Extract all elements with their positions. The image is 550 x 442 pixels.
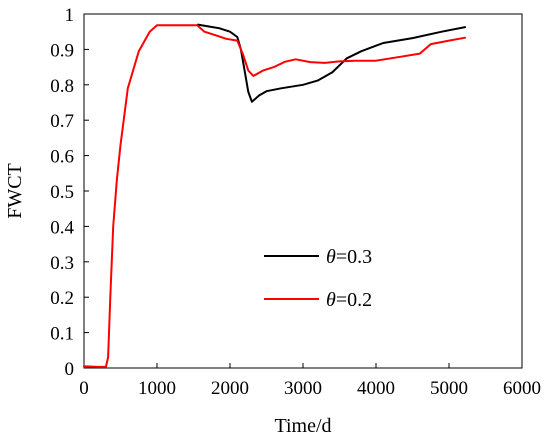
legend-symbol-series-1: θ (326, 246, 336, 268)
y-tick-label: 0.7 (50, 111, 74, 132)
y-tick-label: 0.4 (50, 217, 74, 238)
x-tick-labels: 0 1000 2000 3000 4000 5000 6000 (79, 378, 541, 399)
y-tick-label: 0.3 (50, 253, 74, 274)
x-tick-label: 3000 (284, 378, 322, 399)
y-tick-label: 0.1 (50, 324, 74, 345)
y-tick-label: 0.5 (50, 182, 74, 203)
y-tick-label: 0.8 (50, 76, 74, 97)
y-tick-labels: 0 0.1 0.2 0.3 0.4 0.5 0.6 0.7 0.8 0.9 1 (50, 5, 74, 380)
legend-symbol-series-2: θ (326, 289, 336, 311)
x-tick-label: 4000 (357, 378, 395, 399)
x-tick-label: 0 (79, 378, 89, 399)
x-axis-title: Time/d (274, 415, 331, 437)
tick-marks (83, 13, 523, 369)
x-tick-label: 6000 (503, 378, 541, 399)
legend-label-series-2: θ=0.2 (326, 289, 372, 311)
series-line-2 (83, 24, 467, 368)
y-tick-label: 0.2 (50, 288, 74, 309)
y-tick-label: 0.9 (50, 40, 74, 61)
legend: θ=0.3 θ=0.2 (264, 246, 372, 311)
y-tick-label: 0.6 (50, 147, 74, 168)
legend-value-series-2: =0.2 (336, 289, 372, 311)
y-axis-title: FWCT (4, 163, 26, 219)
y-tick-label: 0 (65, 359, 75, 380)
y-tick-label: 1 (65, 5, 75, 26)
plot-area (83, 13, 523, 369)
series-lines (83, 23, 467, 368)
legend-label-series-1: θ=0.3 (326, 246, 372, 268)
x-tick-label: 2000 (211, 378, 249, 399)
x-tick-label: 1000 (138, 378, 176, 399)
x-tick-label: 5000 (430, 378, 468, 399)
legend-value-series-1: =0.3 (336, 246, 372, 268)
series-line-1 (196, 23, 467, 103)
